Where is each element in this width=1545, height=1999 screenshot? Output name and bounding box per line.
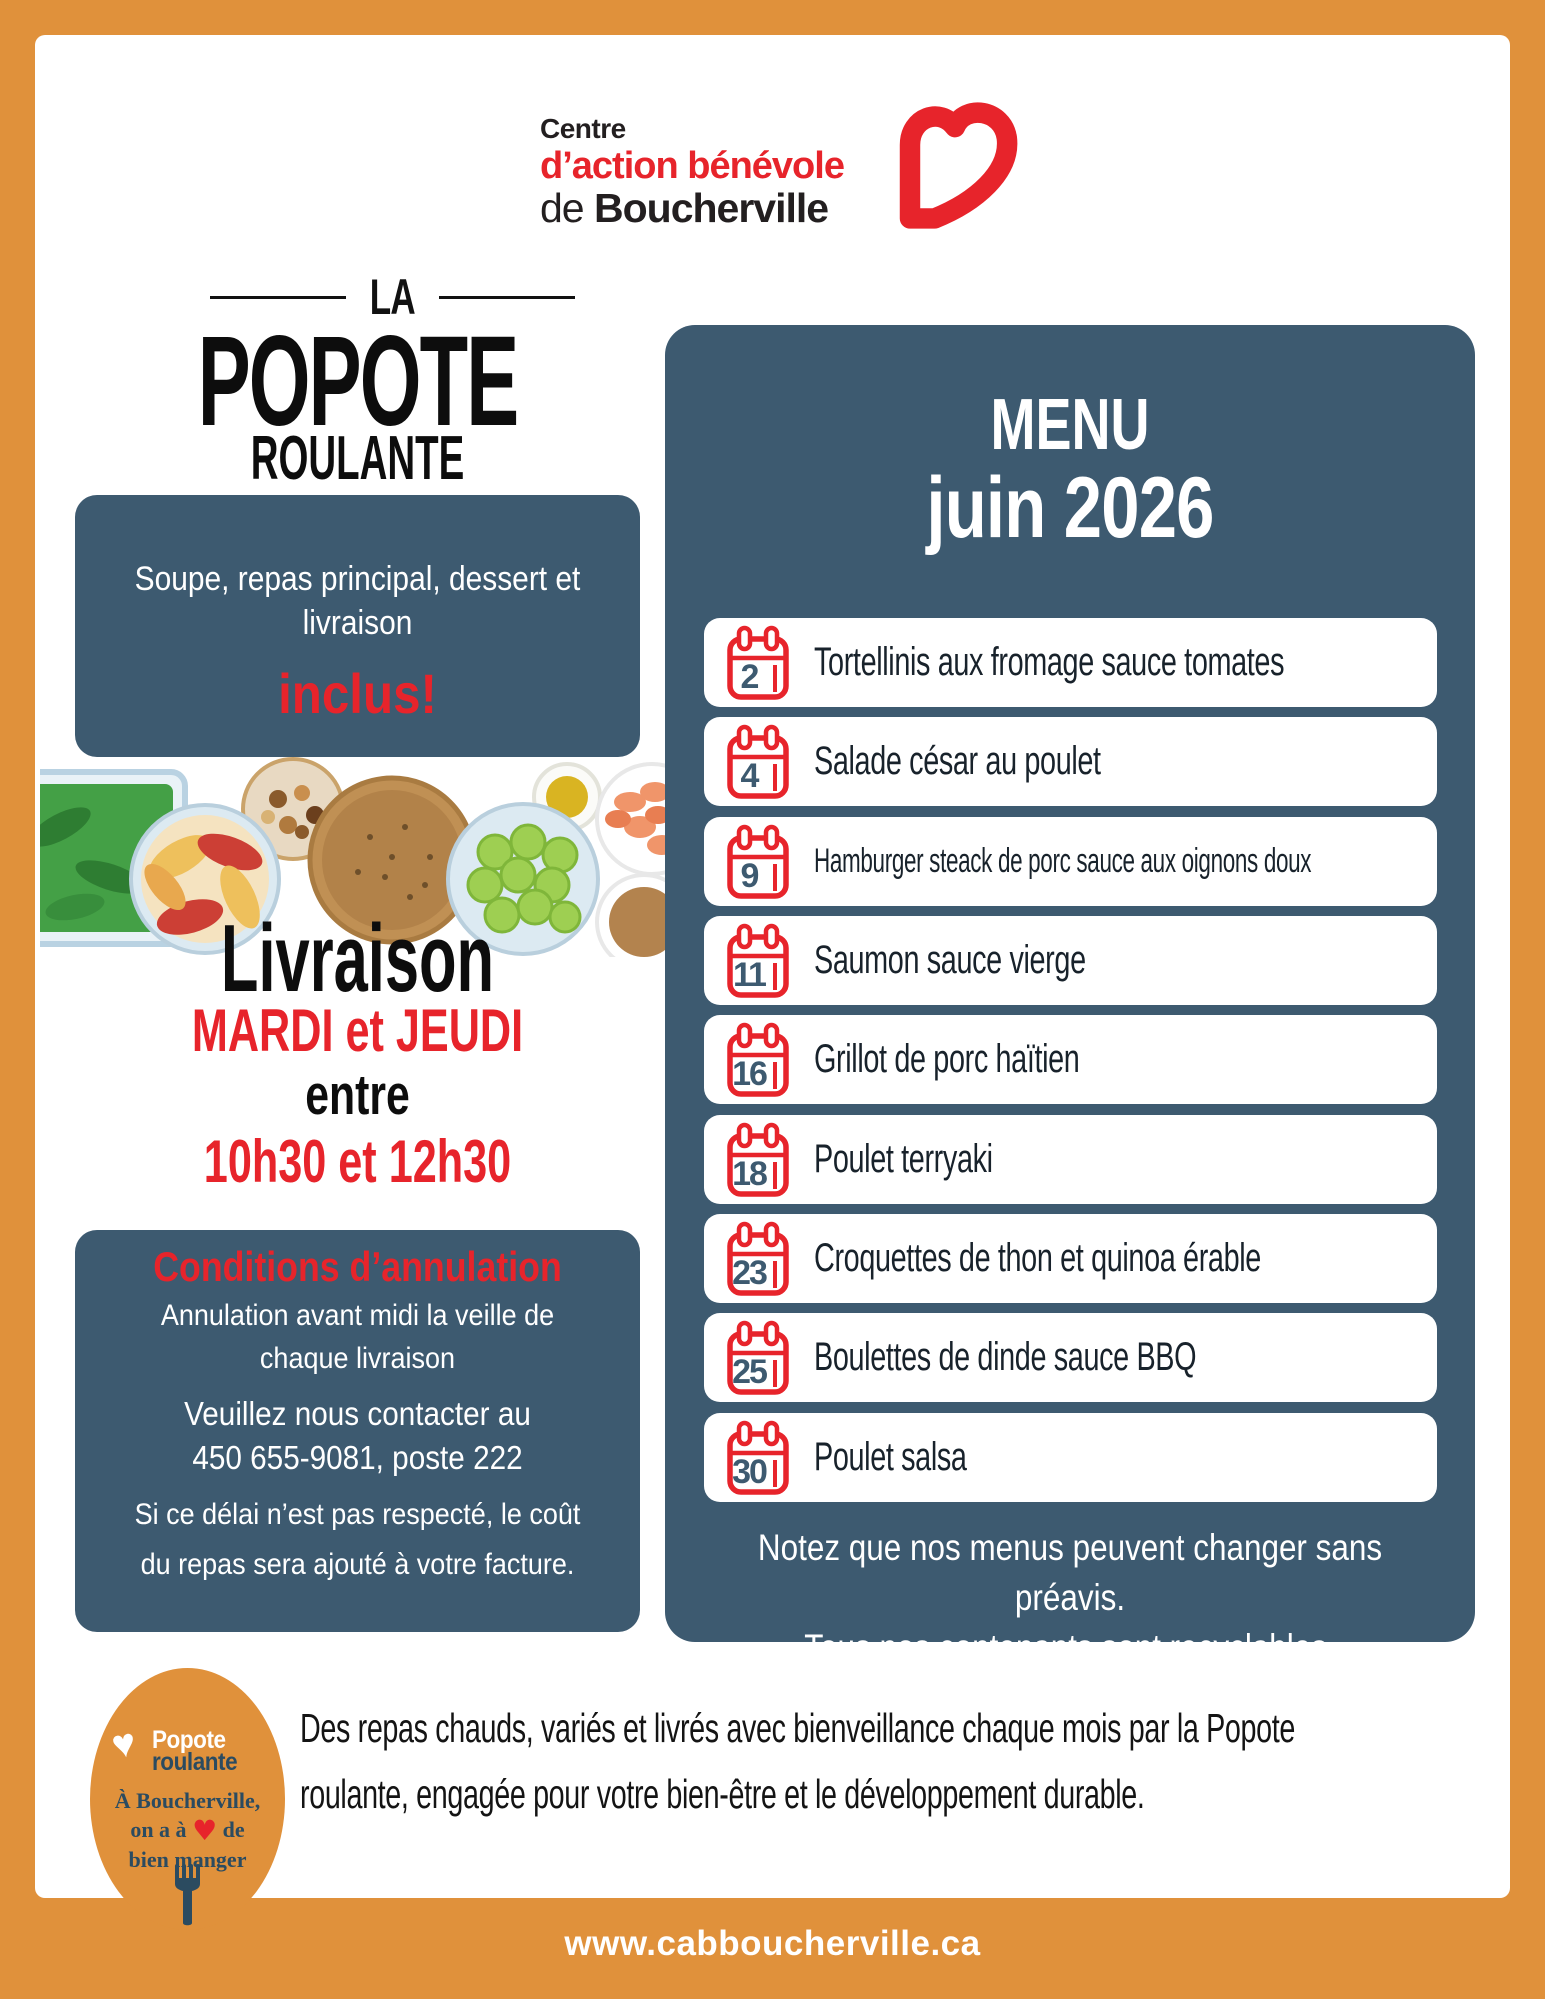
included-line-2: livraison [302,603,413,642]
menu-item-label: Salade césar au poulet [814,739,1101,783]
delivery-days: MARDI et JEUDI [191,997,524,1064]
logo-line-3-prefix: de [540,185,594,231]
popote-tagline: À Boucherville, on a à ♥ de bien manger [90,1786,285,1874]
fork-icon [175,1864,200,1926]
menu-title: MENU [990,385,1150,465]
menu-item-label: Grillot de porc haïtien [814,1037,1080,1081]
included-box: Soupe, repas principal, dessert et livra… [75,495,640,757]
menu-item-row: 23 Croquettes de thon et quinoa érable [704,1214,1437,1303]
warning-line-1: Si ce délai n’est pas respecté, le coût [134,1498,581,1531]
calendar-icon: 4 [726,724,790,800]
title-overline: LA [369,269,416,325]
tagline-line-2-post: de [217,1817,245,1842]
delivery-between: entre [305,1063,410,1127]
closing-paragraph: Des repas chauds, variés et livrés avec … [300,1695,1525,1827]
menu-item-label: Tortellinis aux fromage sauce tomates [814,640,1285,684]
menu-item-row: 11 Saumon sauce vierge [704,916,1437,1005]
calendar-icon: 2 [726,625,790,701]
tagline-line-3: bien manger [128,1847,247,1872]
calendar-icon: 23 [726,1221,790,1297]
popote-heart-icon: ♥ [108,1720,140,1768]
menu-date: 9 [740,856,760,895]
menu-item-label: Hamburger steack de porc sauce aux oigno… [814,842,1312,880]
cancellation-line-2: chaque livraison [259,1342,456,1375]
menu-date: 30 [732,1452,768,1491]
tagline-line-2: on a à ♥ de [90,1815,285,1845]
calendar-icon: 30 [726,1420,790,1496]
menu-note-line-1: Notez que nos menus peuvent changer sans… [757,1527,1383,1618]
logo-line-2: d’action bénévole [540,145,845,187]
cancellation-title: Conditions d’annulation [153,1243,562,1290]
menu-item-row: 4 Salade césar au poulet [704,717,1437,806]
menu-item-row: 16 Grillot de porc haïtien [704,1015,1437,1104]
tagline-line-2-pre: on a à [130,1817,193,1842]
menu-date: 23 [732,1253,768,1292]
contact-line-1: Veuillez nous contacter au [184,1395,531,1432]
delivery-heading: Livraison [220,905,495,1012]
calendar-icon: 11 [726,923,790,999]
title-overline-row: LA [210,268,575,326]
menu-item-row: 9 Hamburger steack de porc sauce aux oig… [704,817,1437,906]
popote-brand-line-2: roulante [152,1748,238,1776]
food-photo [0,757,709,971]
logo-line-3: de Boucherville [540,188,844,229]
menu-item-label: Poulet terryaki [814,1137,993,1181]
closing-line-2: roulante, engagée pour votre bien-être e… [300,1771,1145,1817]
menu-date: 18 [732,1154,768,1193]
overline-rule-right [438,295,575,299]
menu-date: 25 [732,1352,768,1391]
menu-item-row: 2 Tortellinis aux fromage sauce tomates [704,618,1437,707]
popote-badge: ♥ Popote roulante À Boucherville, on a à… [90,1668,285,1930]
calendar-icon: 9 [726,824,790,900]
menu-note-line-2: Tous nos contenants sont recyclables. [804,1627,1336,1668]
cancellation-line-1: Annulation avant midi la veille de [160,1299,555,1332]
warning-line-2: du repas sera ajouté à votre facture. [140,1548,575,1581]
menu-item-row: 18 Poulet terryaki [704,1115,1437,1204]
small-heart-icon: ♥ [192,1814,218,1847]
content-sheet: Centre d’action bénévole de Boucherville… [0,35,1510,1930]
contact-phone: 450 655-9081, poste 222 [192,1439,523,1476]
popote-brand-line-1: Popote [152,1726,226,1754]
included-line-1: Soupe, repas principal, dessert et [134,559,581,598]
title-roulante: ROULANTE [250,424,465,493]
popote-brand: Popote roulante [152,1726,238,1776]
menu-date: 16 [732,1054,768,1093]
delivery-hours: 10h30 et 12h30 [203,1128,512,1195]
menu-item-label: Boulettes de dinde sauce BBQ [814,1335,1197,1379]
menu-date: 11 [733,955,767,994]
overline-rule-left [210,295,347,299]
cab-heart-icon [899,102,1018,229]
calendar-icon: 16 [726,1022,790,1098]
menu-panel: MENU juin 2026 2 Tortellinis aux fromage… [665,325,1475,1668]
menu-item-row: 25 Boulettes de dinde sauce BBQ [704,1313,1437,1402]
menu-date: 4 [740,756,760,795]
closing-line-1: Des repas chauds, variés et livrés avec … [300,1705,1295,1751]
menu-note: Notez que nos menus peuvent changer sans… [726,1523,1415,1673]
cab-logo: Centre d’action bénévole de Boucherville [540,113,845,229]
included-highlight: inclus! [278,661,437,725]
calendar-icon: 18 [726,1122,790,1198]
cancellation-box: Conditions d’annulation Annulation avant… [75,1230,640,1632]
menu-item-row: 30 Poulet salsa [704,1413,1437,1502]
menu-month: juin 2026 [926,460,1214,556]
website-url: www.cabboucherville.ca [564,1924,981,1963]
calendar-icon: 25 [726,1320,790,1396]
menu-item-label: Poulet salsa [814,1435,967,1479]
menu-item-label: Croquettes de thon et quinoa érable [814,1236,1261,1280]
menu-date: 2 [740,657,760,696]
title-popote: POPOTE [197,310,519,453]
logo-line-3-bold: Boucherville [594,185,829,231]
logo-line-1: Centre [540,113,626,144]
menu-item-label: Saumon sauce vierge [814,938,1086,982]
tagline-line-1: À Boucherville, [114,1788,261,1813]
